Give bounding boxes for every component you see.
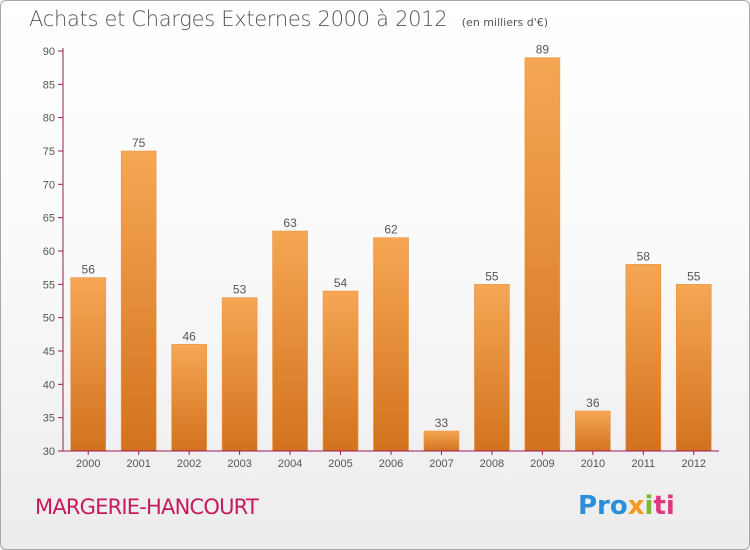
logo-part-1: Pro <box>578 491 628 521</box>
x-tick-label-2003: 2003 <box>227 458 251 470</box>
y-tick-label-35: 35 <box>43 413 55 425</box>
y-tick-label-40: 40 <box>43 379 55 391</box>
proxiti-logo: Proxiti <box>578 491 675 521</box>
x-tick-label-2005: 2005 <box>328 458 352 470</box>
x-tick-label-2002: 2002 <box>177 458 201 470</box>
data-label-2000: 56 <box>82 263 96 277</box>
y-tick-label-75: 75 <box>43 146 55 158</box>
data-label-2009: 89 <box>536 43 550 57</box>
data-label-2005: 54 <box>334 276 348 290</box>
y-tick-label-50: 50 <box>43 313 55 325</box>
logo-part-2: x <box>627 491 645 521</box>
bar-2001 <box>120 150 157 452</box>
bar-2011 <box>625 264 662 452</box>
x-tick-label-2012: 2012 <box>682 458 706 470</box>
x-tick-label-2001: 2001 <box>126 458 150 470</box>
chart-unit: (en milliers d'€) <box>461 16 549 29</box>
bar-2007 <box>423 430 460 452</box>
logo-part-3: i <box>644 491 654 521</box>
data-label-2004: 63 <box>283 216 297 230</box>
bar-2000 <box>70 277 107 452</box>
x-tick-label-2011: 2011 <box>631 458 655 470</box>
bar-2006 <box>373 237 409 452</box>
y-tick-label-45: 45 <box>43 346 55 358</box>
bar-2005 <box>322 290 359 452</box>
x-tick-label-2007: 2007 <box>429 458 453 470</box>
axes-group: 2000 2001 2002 2003 2004 2005 2006 2007 2008 2009… <box>43 46 719 470</box>
data-label-2006: 62 <box>384 223 398 237</box>
commune-name: MARGERIE-HANCOURT <box>35 495 259 519</box>
x-tick-label-2009: 2009 <box>530 458 554 470</box>
y-tick-label-85: 85 <box>43 79 55 91</box>
bar-2009 <box>524 57 561 452</box>
y-tick-label-70: 70 <box>43 179 55 191</box>
x-tick-label-2006: 2006 <box>379 458 403 470</box>
bar-2012 <box>675 284 712 452</box>
data-label-2012: 55 <box>687 269 701 283</box>
bar-2002 <box>171 344 207 452</box>
title-row: Achats et Charges Externes 2000 à 2012 (… <box>29 7 548 31</box>
bars-group: 56 75 46 53 63 54 62 33 55 89 36 58 55 <box>70 43 712 452</box>
x-tick-label-2010: 2010 <box>581 458 605 470</box>
chart-title: Achats et Charges Externes 2000 à 2012 <box>29 7 448 31</box>
data-label-2003: 53 <box>233 283 247 297</box>
data-label-2001: 75 <box>132 136 146 150</box>
bar-2003 <box>221 297 258 452</box>
x-tick-label-2008: 2008 <box>480 458 504 470</box>
y-tick-label-65: 65 <box>43 213 55 225</box>
data-label-2011: 58 <box>637 249 651 263</box>
bar-2004 <box>272 230 308 452</box>
y-tick-label-90: 90 <box>43 46 55 58</box>
y-tick-label-80: 80 <box>43 113 55 125</box>
bar-2008 <box>474 284 510 452</box>
bar-2010 <box>575 410 611 452</box>
data-label-2010: 36 <box>586 396 600 410</box>
y-tick-label-55: 55 <box>43 279 55 291</box>
data-label-2007: 33 <box>435 416 449 430</box>
logo-part-4: ti <box>653 491 675 521</box>
x-tick-label-2004: 2004 <box>278 458 302 470</box>
y-tick-label-30: 30 <box>43 446 55 458</box>
data-label-2008: 55 <box>485 269 499 283</box>
y-tick-label-60: 60 <box>43 246 55 258</box>
data-label-2002: 46 <box>182 329 196 343</box>
x-tick-label-2000: 2000 <box>76 458 100 470</box>
